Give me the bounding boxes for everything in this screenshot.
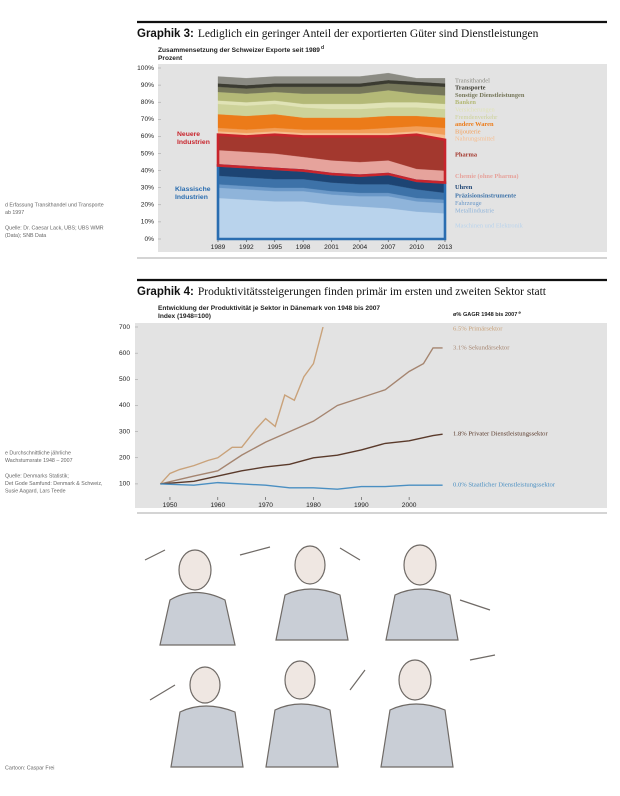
x-tick-label: 1989 — [211, 244, 226, 251]
x-tick-label: 2010 — [409, 244, 424, 251]
y-tick-label: 90% — [141, 82, 154, 89]
legend-label: Bijouterie — [455, 128, 481, 135]
x-tick-label: 1990 — [354, 502, 369, 509]
annotation: Klassische — [175, 186, 211, 193]
legend-label: Transithandel — [455, 77, 490, 84]
side-note: Quelle: Denmarks Statistik; — [5, 473, 69, 479]
unit-label: Index (1948=100) — [158, 313, 211, 320]
y-tick-label: 200 — [119, 455, 130, 462]
x-tick-label: 1950 — [163, 502, 178, 509]
legend-label: andere Waren — [455, 121, 494, 128]
y-tick-label: 10% — [141, 219, 154, 226]
y-tick-label: 100% — [137, 65, 154, 72]
line-series — [159, 327, 324, 485]
legend-label: Präzisionsinstrumente — [455, 193, 516, 200]
chart-title: Graphik 4: Produktivitätssteigerungen fin… — [137, 286, 547, 298]
area-band — [217, 72, 446, 86]
legend-label: Metallindustrie — [455, 207, 494, 214]
legend-label: Sonstige Dienstleistungen — [455, 92, 525, 99]
unit-label: Prozent — [158, 55, 183, 62]
y-tick-label: 600 — [119, 350, 130, 357]
x-tick-label: 2007 — [381, 244, 396, 251]
y-tick-label: 400 — [119, 402, 130, 409]
side-note: Susie Aagard, Lars Teede — [5, 488, 66, 494]
legend-label: 1.8% Privater Dienstleistungssektor — [453, 431, 548, 438]
x-tick-label: 1980 — [306, 502, 321, 509]
legend-label: Maschinen und Elektronik — [455, 223, 524, 230]
legend-label: Chemie (ohne Pharma) — [455, 173, 519, 180]
group-outline — [216, 133, 447, 184]
line-series — [160, 433, 443, 485]
side-note: Quelle: Dr. Caesar Lack, UBS; UBS WMR — [5, 225, 104, 231]
footnote-marker: e — [518, 310, 521, 315]
legend-label: Pharma — [455, 152, 478, 159]
legend-label: 6.5% Primärsektor — [453, 326, 503, 333]
x-tick-label: 2000 — [402, 502, 417, 509]
y-tick-label: 300 — [119, 428, 130, 435]
chart-label: Graphik 3: — [137, 28, 194, 40]
y-tick-label: 0% — [144, 236, 154, 243]
x-tick-label: 2013 — [438, 244, 453, 251]
chart-title-text: Produktivitätssteigerungen finden primär… — [198, 286, 547, 298]
legend-label: Uhren — [455, 184, 473, 191]
side-note: e Durchschnittliche jährliche — [5, 450, 71, 456]
legend-label: Fremdenverkehr — [455, 114, 498, 121]
y-tick-label: 50% — [141, 150, 154, 157]
annotation: Industrien — [177, 139, 210, 146]
chart-label: Graphik 4: — [137, 286, 194, 298]
chart-title: Graphik 3: Lediglich ein geringer Anteil … — [137, 28, 539, 40]
y-tick-label: 500 — [119, 376, 130, 383]
legend-label: 3.1% Sekundärsektor — [453, 344, 510, 351]
cartoon-credit: Cartoon: Caspar Frei — [5, 765, 54, 771]
y-tick-label: 70% — [141, 116, 154, 123]
subtitle-text: Entwicklung der Produktivität je Sektor … — [158, 305, 380, 312]
subtitle-text: Zusammensetzung der Schweizer Exporte se… — [158, 47, 320, 54]
x-tick-label: 1992 — [239, 244, 254, 251]
chart-subtitle: Entwicklung der Produktivität je Sektor … — [158, 305, 380, 312]
chart-subtitle: Zusammensetzung der Schweizer Exporte se… — [158, 45, 324, 53]
annotation: Industrien — [175, 194, 208, 201]
chart-title-text: Lediglich ein geringer Anteil der export… — [198, 28, 539, 40]
annotation: Neuere — [177, 131, 200, 138]
legend-label: Fahrzeuge — [455, 200, 482, 207]
legend-title-text: ø% GAGR 1948 bis 2007 — [453, 312, 517, 318]
y-tick-label: 40% — [141, 167, 154, 174]
y-tick-label: 80% — [141, 99, 154, 106]
y-tick-label: 100 — [119, 481, 130, 488]
footnote-marker: d — [321, 45, 324, 51]
line-series — [160, 481, 443, 490]
legend-label: 0.0% Staatlicher Dienstleistungssektor — [453, 482, 556, 489]
y-tick-label: 20% — [141, 202, 154, 209]
legend-label: Versicherungen — [455, 106, 496, 113]
legend-label: Transporte — [455, 85, 486, 92]
x-tick-label: 1960 — [210, 502, 225, 509]
line-series — [160, 347, 443, 485]
side-note: d Erfassung Transithandel und Transporte — [5, 202, 104, 208]
x-tick-label: 1998 — [296, 244, 311, 251]
side-note: (Data); SNB Data — [5, 233, 46, 239]
legend-label: Banken — [455, 99, 476, 106]
x-tick-label: 2004 — [353, 244, 368, 251]
y-tick-label: 30% — [141, 184, 154, 191]
legend-label: Nahrungsmittel — [455, 136, 495, 143]
side-note: ab 1997 — [5, 210, 24, 216]
x-tick-label: 1995 — [267, 244, 282, 251]
side-note: Det Gode Samfund: Denmark & Schweiz, — [5, 481, 102, 487]
y-tick-label: 700 — [119, 324, 130, 331]
x-tick-label: 1970 — [258, 502, 273, 509]
plot-background — [135, 323, 607, 508]
y-tick-label: 60% — [141, 133, 154, 140]
legend-title: ø% GAGR 1948 bis 2007e — [453, 310, 521, 318]
cartoon-illustration — [144, 544, 496, 768]
x-tick-label: 2001 — [324, 244, 339, 251]
side-note: Wachstumsrate 1948 – 2007 — [5, 458, 73, 464]
